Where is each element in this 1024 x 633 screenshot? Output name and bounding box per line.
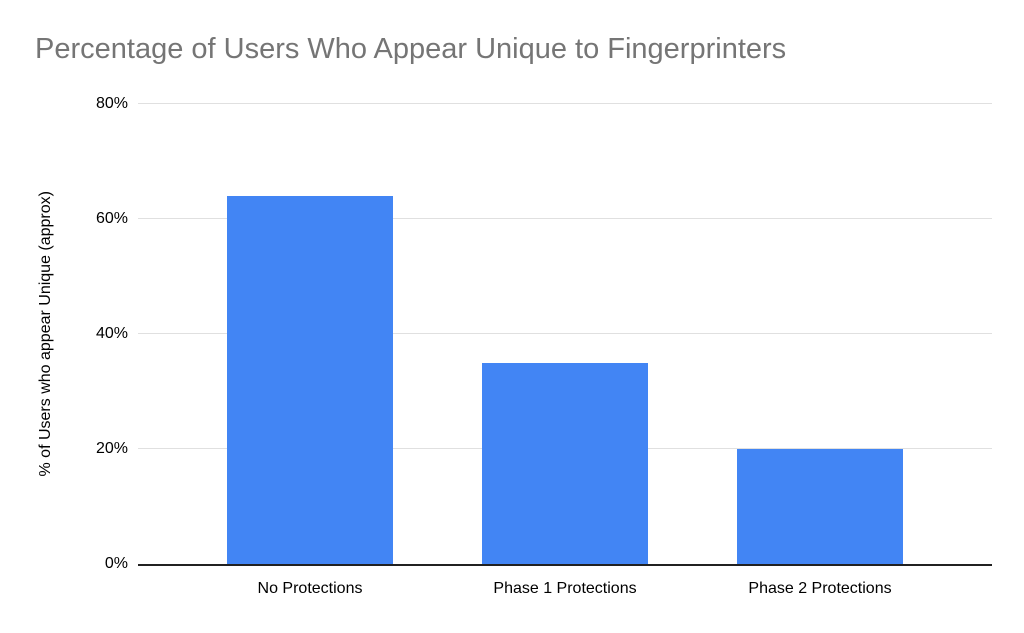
bar-no-protections — [227, 196, 393, 564]
plot-area — [138, 103, 992, 566]
x-axis-line — [138, 564, 992, 566]
y-tick-label-60%: 60% — [95, 210, 128, 227]
gridline-40% — [138, 333, 992, 334]
gridline-80% — [138, 103, 992, 104]
bar-phase-1-protections — [482, 362, 648, 564]
x-tick-label-phase-1-protections: Phase 1 Protections — [493, 580, 637, 597]
y-tick-label-40%: 40% — [95, 325, 128, 342]
bar-phase-2-protections — [737, 449, 903, 564]
gridline-60% — [138, 218, 992, 219]
x-tick-label-no-protections: No Protections — [257, 580, 363, 597]
x-tick-label-phase-2-protections: Phase 2 Protections — [748, 580, 892, 597]
y-tick-label-0%: 0% — [104, 555, 128, 572]
y-tick-label-20%: 20% — [95, 440, 128, 457]
y-tick-label-80%: 80% — [95, 95, 128, 112]
chart-title: Percentage of Users Who Appear Unique to… — [35, 33, 787, 65]
